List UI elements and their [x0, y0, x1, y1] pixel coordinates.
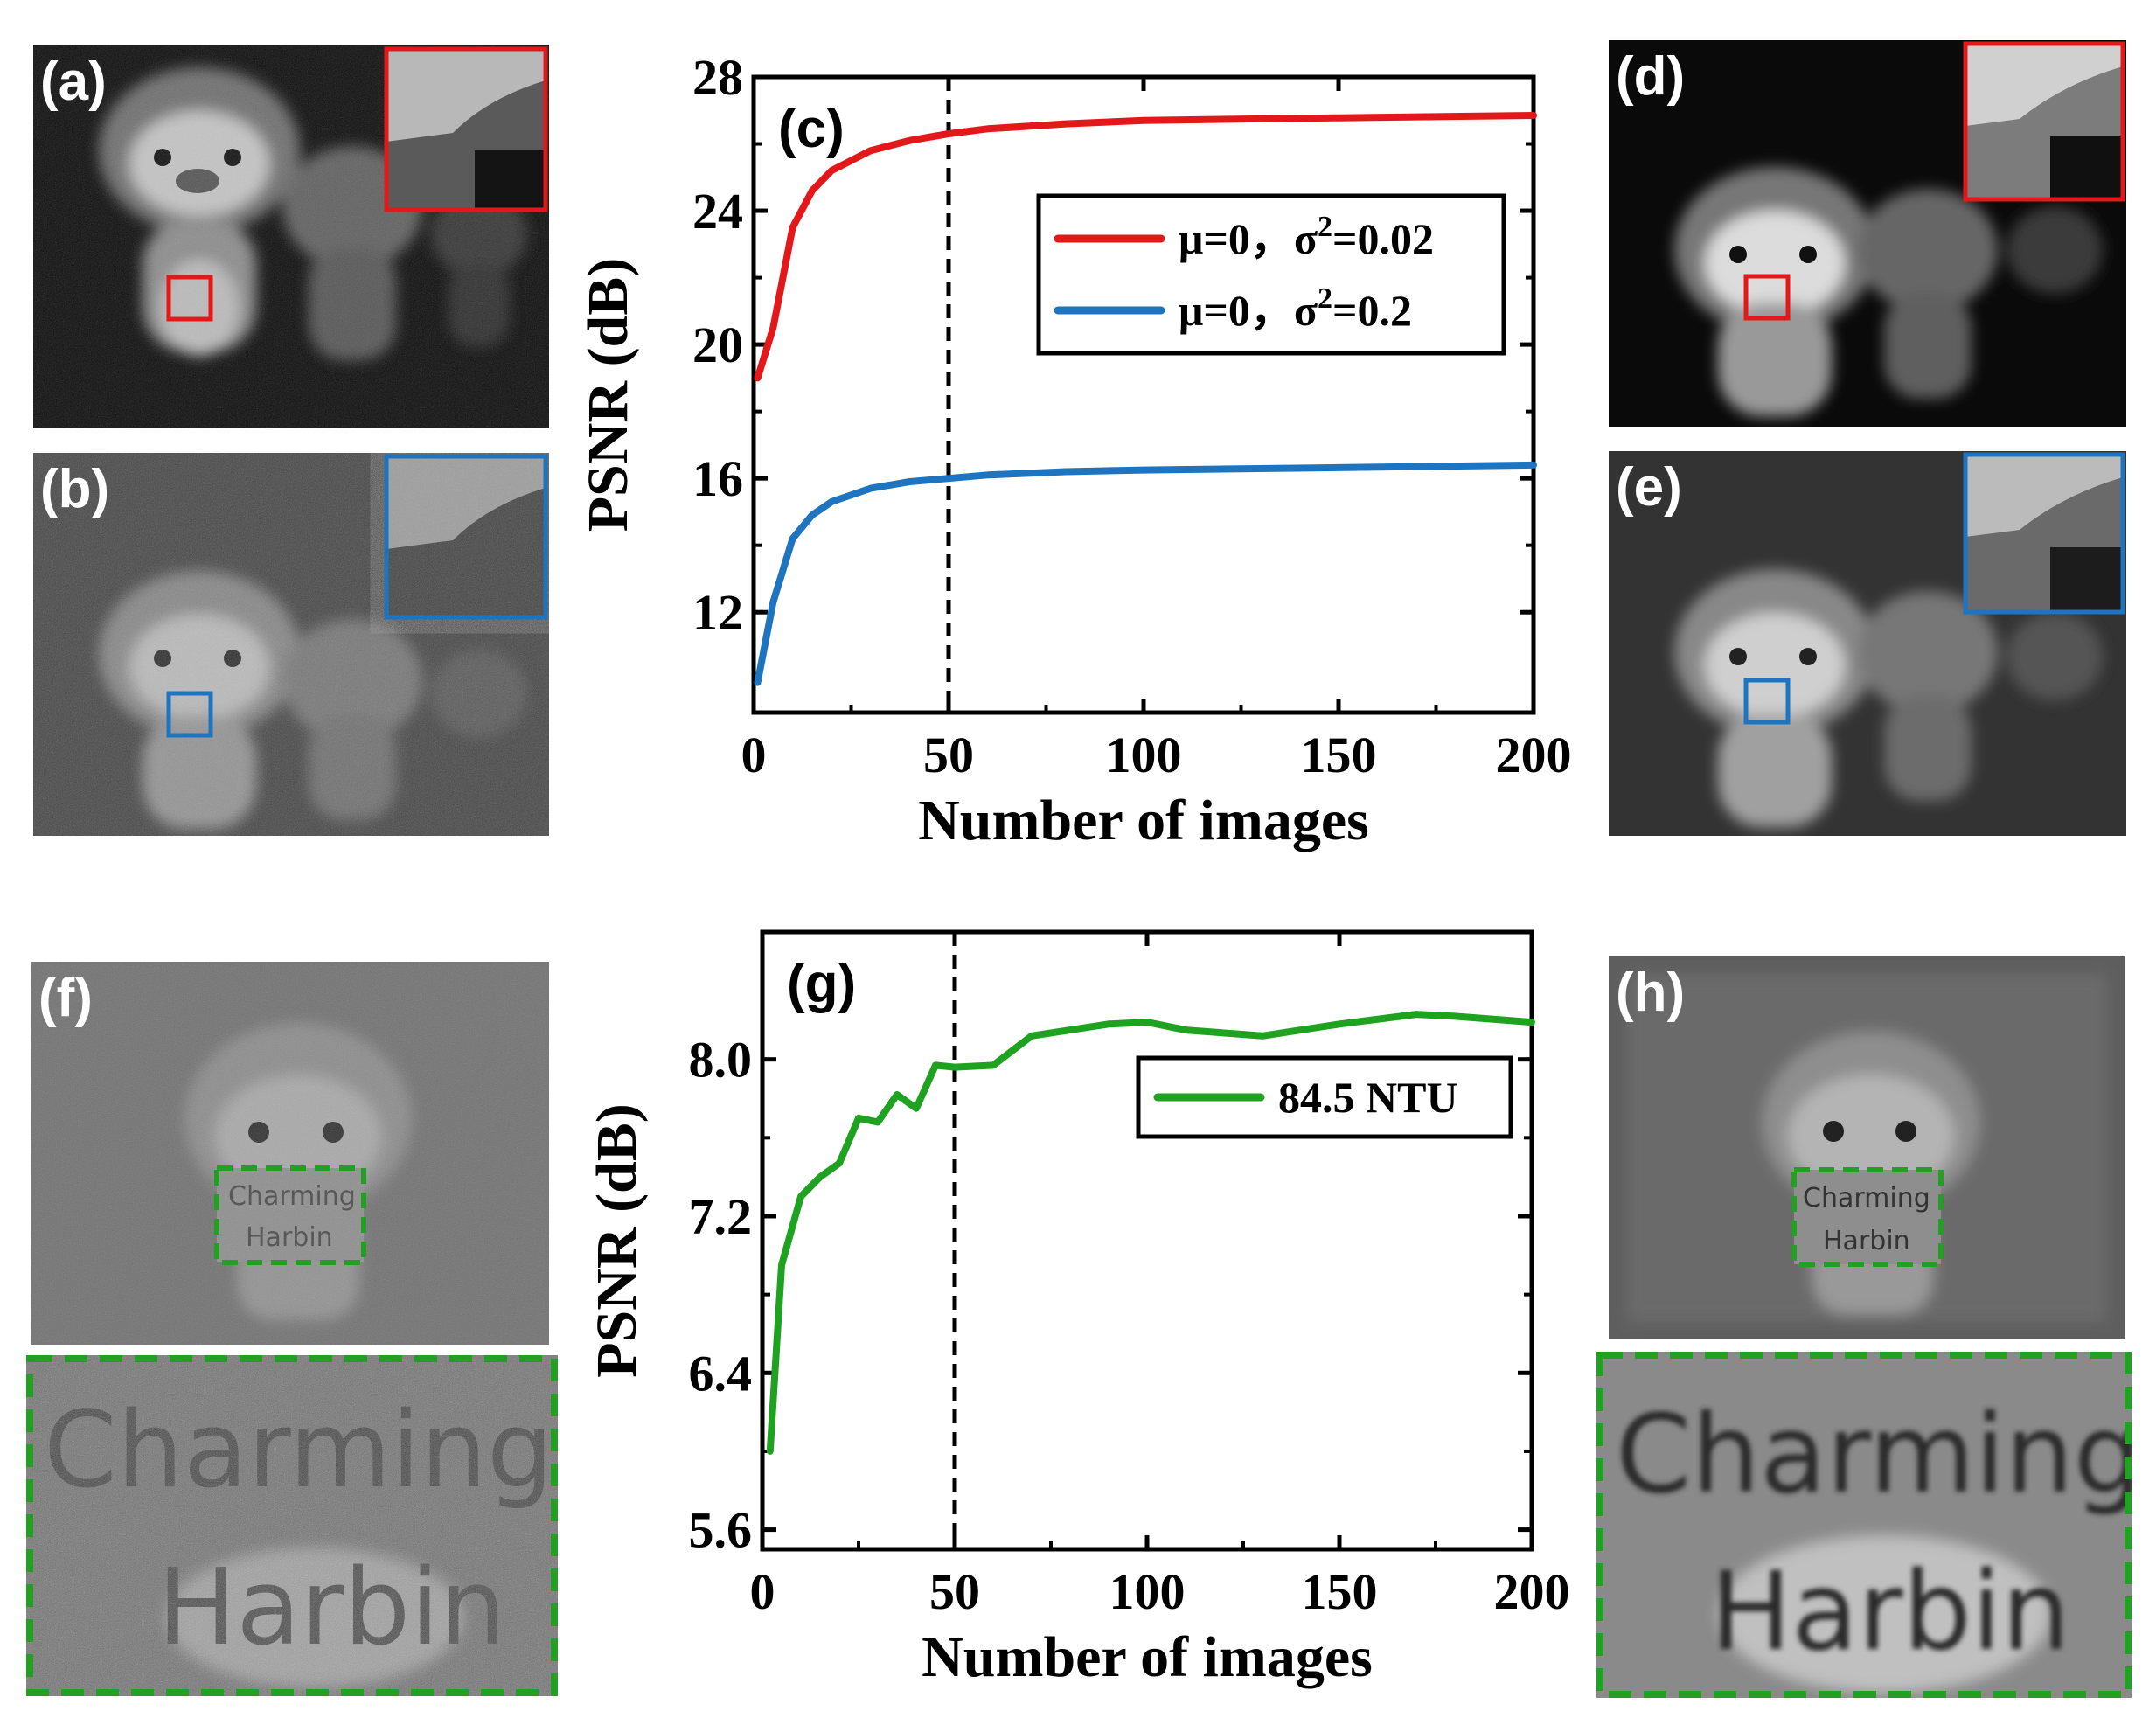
panel-label-f: (f) [38, 968, 93, 1028]
legend: 84.5 NTU [1136, 1055, 1513, 1139]
x-axis-title: Number of images [918, 789, 1369, 852]
panel-label-b: (b) [40, 459, 109, 519]
y-tick-label: 6.4 [689, 1345, 753, 1402]
sign-zoom-line1-h: Charming [1616, 1392, 2132, 1518]
y-axis-title: PSNR (dB) [576, 258, 640, 532]
series-line-1 [754, 461, 1537, 686]
x-tick-label: 0 [750, 1563, 775, 1620]
x-tick-label: 150 [1301, 727, 1377, 783]
x-axis-title: Number of images [922, 1625, 1373, 1689]
x-tick-label: 100 [1106, 727, 1182, 783]
panel-label-e: (e) [1616, 457, 1682, 518]
panel-label-a: (a) [40, 52, 107, 112]
chart-panel-label: (c) [778, 99, 845, 159]
panel-e-image: (e) [1609, 451, 2126, 836]
x-tick-label: 200 [1494, 1563, 1570, 1620]
x-tick-label: 200 [1496, 727, 1572, 783]
series-line-0 [754, 112, 1537, 382]
legend-entry-0: μ=0，σ2=0.02 [1179, 211, 1434, 263]
panel-label-d: (d) [1616, 46, 1685, 107]
legend: μ=0，σ2=0.02 μ=0，σ2=0.2 [1036, 193, 1506, 356]
x-tick-label: 100 [1109, 1563, 1186, 1620]
legend-frame [1136, 1055, 1513, 1139]
plot-frame [751, 74, 1536, 715]
y-axis-title: PSNR (dB) [585, 1103, 649, 1378]
y-tick-label: 7.2 [689, 1188, 753, 1245]
panel-label-h: (h) [1616, 963, 1685, 1023]
chart-c-group: 0 50 100 150 200 12 16 20 24 28 Number of images PS… [576, 49, 1572, 852]
panel-d-image: (d) [1609, 40, 2126, 427]
legend-entry-0: 84.5 NTU [1278, 1073, 1458, 1122]
panel-f-zoom-image: Charming Harbin [26, 1355, 558, 1696]
legend-entry-1: μ=0，σ2=0.2 [1179, 282, 1412, 335]
panel-f-image: Charming Harbin (f) [31, 962, 549, 1345]
chart-panel-label: (g) [787, 954, 856, 1014]
x-tick-label: 0 [741, 727, 767, 783]
y-tick-label: 20 [692, 316, 743, 373]
panel-h-zoom-image: Charming Harbin [1596, 1352, 2132, 1698]
series-line-0 [766, 1011, 1535, 1455]
y-tick-label: 12 [692, 584, 743, 641]
y-tick-label: 16 [692, 450, 743, 507]
x-tick-label: 50 [923, 727, 974, 783]
legend-frame [1036, 193, 1506, 356]
sign-text-line1-h: Charming [1803, 1183, 1930, 1214]
y-tick-label: 8.0 [689, 1032, 753, 1089]
plot-frame [760, 929, 1534, 1552]
x-tick-label: 150 [1302, 1563, 1378, 1620]
y-tick-label: 5.6 [689, 1502, 753, 1559]
y-tick-label: 24 [692, 183, 743, 240]
sign-text-line2-h: Harbin [1823, 1226, 1910, 1256]
y-tick-label: 28 [692, 49, 743, 106]
chart-g-group: 0 50 100 150 200 5.6 6.4 7.2 8.0 Number of images… [585, 929, 1570, 1689]
sign-zoom-line2-h: Harbin [1710, 1549, 2070, 1675]
panel-b-image: (b) [33, 453, 549, 836]
panel-h-image: Charming Harbin (h) [1609, 956, 2125, 1339]
x-tick-label: 50 [929, 1563, 980, 1620]
panel-a-image: (a) [33, 45, 549, 428]
